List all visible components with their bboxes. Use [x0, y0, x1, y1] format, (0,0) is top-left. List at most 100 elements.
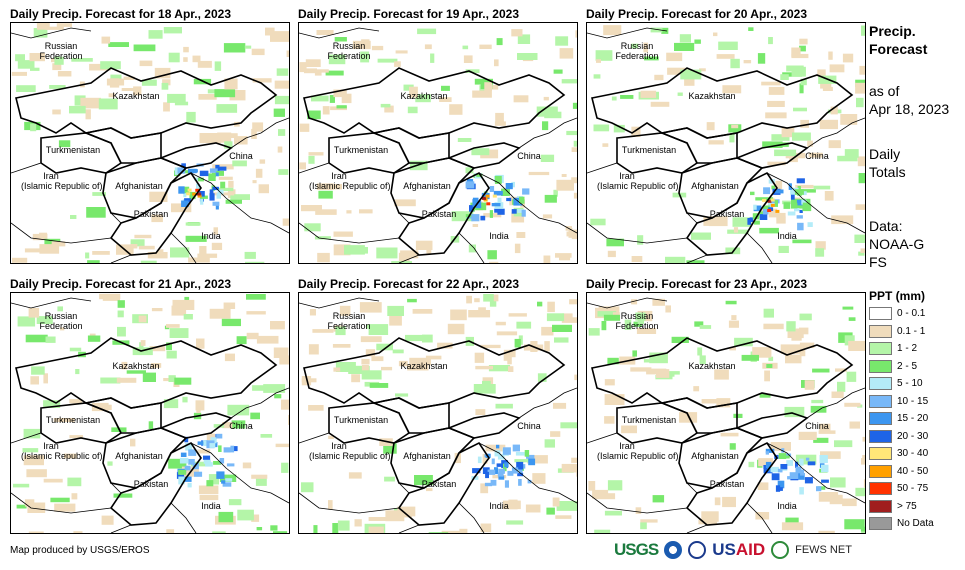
precip-map [299, 294, 577, 533]
map-label-china: China [517, 421, 541, 431]
precip-map [299, 27, 577, 263]
usaid-seal-icon [688, 541, 707, 559]
country-border [591, 337, 854, 409]
country-border [299, 432, 410, 514]
map-label-pakistan: Pakistan [709, 209, 745, 219]
map-label-india: India [777, 501, 797, 511]
legend-label: 50 - 75 [897, 483, 929, 495]
country-border [11, 27, 92, 39]
panel-title: Daily Precip. Forecast for 20 Apr., 2023 [586, 7, 807, 21]
precip-map [11, 23, 289, 263]
panel-title: Daily Precip. Forecast for 23 Apr., 2023 [586, 277, 807, 291]
country-border [766, 172, 865, 234]
as-of-date: Apr 18, 2023 [869, 101, 950, 117]
country-border [766, 442, 865, 504]
map-label-iran: Iran (Islamic Republic of) [21, 171, 103, 191]
forecast-map-panel: Russian Federation Kazakhstan Turkmenistan… [298, 22, 578, 264]
map-label-afghanistan: Afghanistan [691, 181, 739, 191]
country-border [591, 67, 854, 139]
legend-label: 40 - 50 [897, 465, 929, 477]
map-label-afghanistan: Afghanistan [403, 181, 451, 191]
country-border [478, 172, 577, 234]
panel-title: Daily Precip. Forecast for 18 Apr., 2023 [10, 7, 231, 21]
map-label-turkmenistan: Turkmenistan [45, 415, 101, 425]
legend-label: 0.1 - 1 [897, 325, 926, 337]
country-border [398, 502, 485, 533]
country-border [371, 127, 450, 164]
country-border [11, 432, 122, 514]
country-border [518, 117, 577, 149]
map-label-turkmenistan: Turkmenistan [621, 415, 677, 425]
map-label-india: India [489, 231, 509, 241]
map-label-russia: Russian Federation [615, 311, 659, 331]
forecast-map-panel: Russian Federation Kazakhstan Turkmenistan… [298, 292, 578, 534]
map-label-kazakhstan: Kazakhstan [112, 361, 160, 371]
precip-map [587, 25, 865, 263]
legend-item: No Data [869, 515, 934, 533]
globe-icon [771, 541, 790, 559]
country-border [478, 442, 577, 504]
legend-swatch [869, 429, 892, 443]
map-label-russia: Russian Federation [327, 311, 371, 331]
map-label-china: China [805, 421, 829, 431]
map-label-afghanistan: Afghanistan [115, 181, 163, 191]
map-label-iran: Iran (Islamic Republic of) [309, 441, 391, 461]
legend-item: 5 - 10 [869, 375, 934, 393]
legend-swatch [869, 482, 892, 496]
country-border [659, 127, 738, 164]
logos: USGS USAID FEWS NET [614, 540, 852, 560]
legend-item: 15 - 20 [869, 410, 934, 428]
map-label-turkmenistan: Turkmenistan [45, 145, 101, 155]
map-label-india: India [201, 231, 221, 241]
country-border [686, 502, 773, 533]
data-label: Data: [869, 218, 903, 234]
country-border [299, 27, 380, 39]
map-label-afghanistan: Afghanistan [115, 451, 163, 461]
legend-label: No Data [897, 518, 934, 530]
country-border [83, 127, 162, 164]
legend-item: 1 - 2 [869, 340, 934, 358]
legend-swatch [869, 377, 892, 391]
forecast-map-panel: Russian Federation Kazakhstan Turkmenistan… [586, 22, 866, 264]
legend-item: 30 - 40 [869, 445, 934, 463]
legend-item: 0 - 0.1 [869, 305, 934, 323]
map-label-kazakhstan: Kazakhstan [688, 361, 736, 371]
forecast-map-panel: Russian Federation Kazakhstan Turkmenistan… [10, 292, 290, 534]
legend-swatch [869, 499, 892, 513]
country-border [303, 67, 566, 139]
map-label-kazakhstan: Kazakhstan [688, 91, 736, 101]
legend-swatch [869, 412, 892, 426]
map-label-turkmenistan: Turkmenistan [333, 415, 389, 425]
country-border [518, 387, 577, 419]
legend-label: 1 - 2 [897, 343, 918, 355]
legend-label: 5 - 10 [897, 378, 923, 390]
side-title: Precip. Forecast [869, 23, 928, 57]
legend-item: 10 - 15 [869, 393, 934, 411]
legend-swatch [869, 447, 892, 461]
country-border [299, 297, 380, 309]
legend-title: PPT (mm) [869, 289, 926, 303]
map-label-india: India [201, 501, 221, 511]
country-border [806, 387, 865, 419]
map-label-turkmenistan: Turkmenistan [333, 145, 389, 155]
country-border [190, 442, 289, 504]
legend-item: > 75 [869, 498, 934, 516]
legend-item: 40 - 50 [869, 463, 934, 481]
map-label-pakistan: Pakistan [421, 209, 457, 219]
precip-map [587, 297, 865, 533]
map-label-kazakhstan: Kazakhstan [400, 91, 448, 101]
legend-item: 50 - 75 [869, 480, 934, 498]
country-border [230, 387, 289, 419]
map-label-iran: Iran (Islamic Republic of) [21, 441, 103, 461]
legend-swatch [869, 324, 892, 338]
as-of-label: as of [869, 83, 900, 99]
legend-swatch [869, 394, 892, 408]
country-border [587, 27, 668, 39]
noaa-logo [664, 541, 683, 559]
country-border [230, 117, 289, 149]
data-source: NOAA-GFS [869, 236, 925, 270]
country-border [587, 297, 668, 309]
map-label-china: China [229, 421, 253, 431]
legend-item: 0.1 - 1 [869, 323, 934, 341]
usaid-logo: USAID [712, 540, 766, 559]
